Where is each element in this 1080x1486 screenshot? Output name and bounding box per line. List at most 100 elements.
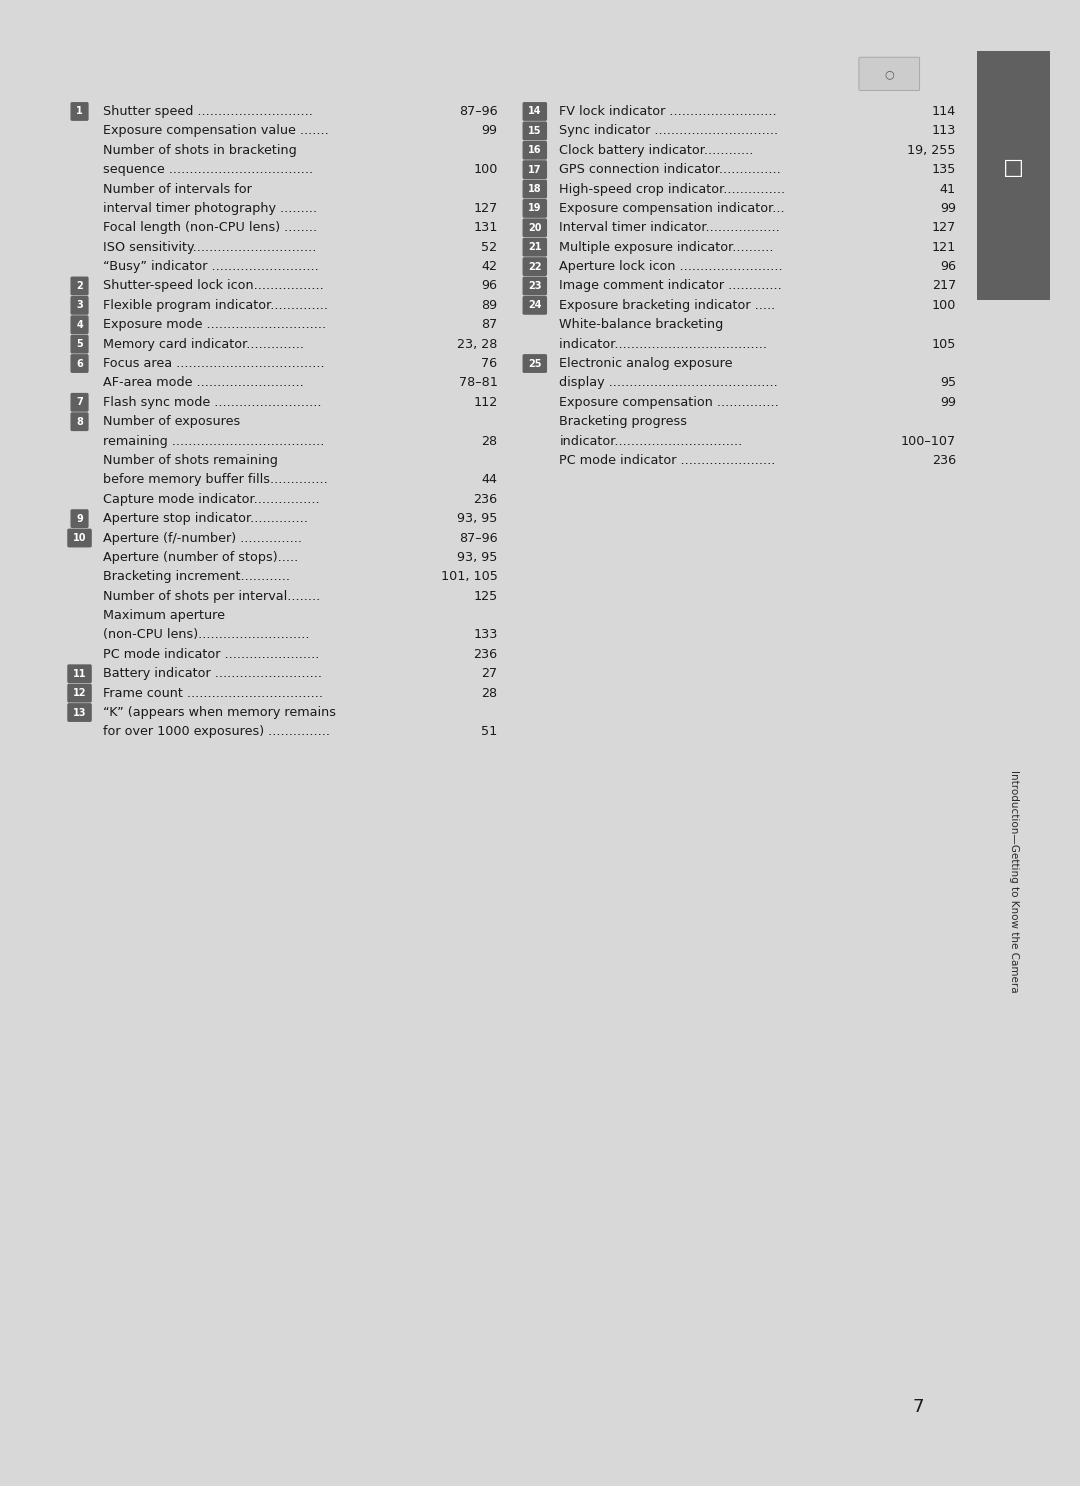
Text: 101, 105: 101, 105: [441, 571, 498, 584]
Text: indicator.....................................: indicator...............................…: [559, 337, 771, 351]
Text: 15: 15: [528, 126, 541, 135]
Text: Memory card indicator..............: Memory card indicator..............: [103, 337, 308, 351]
Text: 99: 99: [482, 125, 498, 137]
FancyBboxPatch shape: [67, 529, 92, 547]
FancyBboxPatch shape: [523, 257, 548, 276]
Text: Flash sync mode ..........................: Flash sync mode ........................…: [103, 395, 325, 409]
Text: 96: 96: [940, 260, 956, 273]
Text: Exposure bracketing indicator .....: Exposure bracketing indicator .....: [559, 299, 780, 312]
Text: 87: 87: [482, 318, 498, 331]
Text: 121: 121: [932, 241, 956, 254]
Text: 44: 44: [482, 474, 498, 486]
Text: ○: ○: [883, 68, 893, 79]
Text: 236: 236: [932, 453, 956, 467]
Text: 6: 6: [77, 358, 83, 369]
Text: 112: 112: [473, 395, 498, 409]
Text: 18: 18: [528, 184, 541, 195]
FancyBboxPatch shape: [523, 218, 548, 238]
Text: 51: 51: [482, 725, 498, 739]
FancyBboxPatch shape: [70, 334, 89, 354]
FancyBboxPatch shape: [70, 412, 89, 431]
Text: remaining .....................................: remaining ..............................…: [103, 434, 328, 447]
Text: for over 1000 exposures) ...............: for over 1000 exposures) ...............: [103, 725, 334, 739]
FancyBboxPatch shape: [67, 664, 92, 684]
Text: 236: 236: [473, 493, 498, 505]
FancyBboxPatch shape: [70, 354, 89, 373]
Text: Electronic analog exposure: Electronic analog exposure: [559, 357, 733, 370]
Text: 105: 105: [932, 337, 956, 351]
Text: Aperture stop indicator..............: Aperture stop indicator..............: [103, 513, 312, 525]
Text: 27: 27: [482, 667, 498, 681]
Text: 8: 8: [76, 416, 83, 426]
Text: 11: 11: [72, 669, 86, 679]
Text: 5: 5: [77, 339, 83, 349]
FancyBboxPatch shape: [523, 122, 548, 140]
Text: 12: 12: [72, 688, 86, 698]
Text: 19: 19: [528, 204, 541, 214]
Text: 89: 89: [482, 299, 498, 312]
Text: GPS connection indicator...............: GPS connection indicator...............: [559, 163, 785, 177]
Text: “Busy” indicator ..........................: “Busy” indicator .......................…: [103, 260, 323, 273]
Text: Image comment indicator .............: Image comment indicator .............: [559, 279, 786, 293]
Text: Sync indicator ..............................: Sync indicator .........................…: [559, 125, 782, 137]
Text: 133: 133: [473, 629, 498, 642]
FancyBboxPatch shape: [523, 141, 548, 159]
FancyBboxPatch shape: [523, 160, 548, 178]
Text: 7: 7: [913, 1397, 924, 1416]
Text: display .........................................: display ................................…: [559, 376, 782, 389]
Text: 236: 236: [473, 648, 498, 661]
FancyBboxPatch shape: [523, 276, 548, 296]
Text: Frame count .................................: Frame count ............................…: [103, 687, 327, 700]
Text: 16: 16: [528, 146, 541, 155]
Bar: [977, 51, 1050, 300]
Text: Flexible program indicator..............: Flexible program indicator..............: [103, 299, 332, 312]
Text: Number of shots per interval........: Number of shots per interval........: [103, 590, 324, 603]
Text: Capture mode indicator................: Capture mode indicator................: [103, 493, 324, 505]
Text: Interval timer indicator..................: Interval timer indicator................…: [559, 221, 784, 235]
Text: interval timer photography .........: interval timer photography .........: [103, 202, 321, 215]
Text: Bracketing progress: Bracketing progress: [559, 415, 687, 428]
FancyBboxPatch shape: [70, 276, 89, 296]
Text: (non-CPU lens)...........................: (non-CPU lens)..........................…: [103, 629, 313, 642]
FancyBboxPatch shape: [67, 684, 92, 703]
FancyBboxPatch shape: [70, 510, 89, 528]
Text: Maximum aperture: Maximum aperture: [103, 609, 225, 623]
Text: Multiple exposure indicator..........: Multiple exposure indicator..........: [559, 241, 778, 254]
Text: 125: 125: [473, 590, 498, 603]
FancyBboxPatch shape: [523, 296, 548, 315]
Text: 114: 114: [932, 106, 956, 117]
Text: 25: 25: [528, 358, 541, 369]
Text: Number of exposures: Number of exposures: [103, 415, 240, 428]
Text: 22: 22: [528, 262, 541, 272]
Text: AF-area mode ..........................: AF-area mode ..........................: [103, 376, 303, 389]
Text: 78–81: 78–81: [459, 376, 498, 389]
Text: PC mode indicator .......................: PC mode indicator ......................…: [103, 648, 323, 661]
FancyBboxPatch shape: [523, 238, 548, 257]
Text: 76: 76: [482, 357, 498, 370]
Text: indicator...............................: indicator...............................: [559, 434, 743, 447]
Text: 7: 7: [77, 397, 83, 407]
Text: 4: 4: [77, 319, 83, 330]
Text: Aperture (number of stops).....: Aperture (number of stops).....: [103, 551, 302, 563]
Text: 127: 127: [473, 202, 498, 215]
Text: 96: 96: [482, 279, 498, 293]
Text: 217: 217: [932, 279, 956, 293]
FancyBboxPatch shape: [70, 392, 89, 412]
Text: Exposure compensation value .......: Exposure compensation value .......: [103, 125, 333, 137]
Text: 17: 17: [528, 165, 541, 175]
Text: Bracketing increment............: Bracketing increment............: [103, 571, 294, 584]
Text: Aperture (f/-number) ...............: Aperture (f/-number) ...............: [103, 532, 302, 544]
FancyBboxPatch shape: [70, 103, 89, 120]
FancyBboxPatch shape: [523, 103, 548, 120]
Text: 10: 10: [72, 533, 86, 542]
FancyBboxPatch shape: [859, 56, 920, 91]
Text: 95: 95: [940, 376, 956, 389]
Text: Exposure compensation indicator...: Exposure compensation indicator...: [559, 202, 789, 215]
Text: 21: 21: [528, 242, 541, 253]
Text: 135: 135: [932, 163, 956, 177]
Text: sequence ...................................: sequence ...............................…: [103, 163, 318, 177]
Text: 52: 52: [482, 241, 498, 254]
Text: 19, 255: 19, 255: [907, 144, 956, 156]
Text: Exposure mode .............................: Exposure mode ..........................…: [103, 318, 330, 331]
Text: Battery indicator ..........................: Battery indicator ......................…: [103, 667, 326, 681]
